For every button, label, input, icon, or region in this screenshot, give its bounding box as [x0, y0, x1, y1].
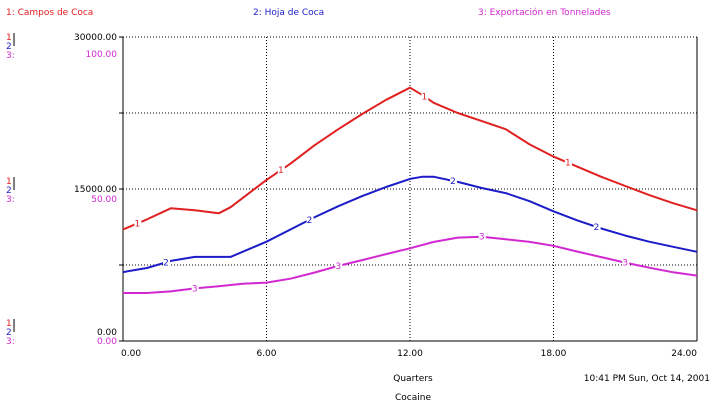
series-label-bg: [306, 214, 314, 224]
x-tick-label: 12.00: [397, 349, 423, 359]
x-tick-label: 6.00: [256, 349, 276, 359]
series-point-label-2: 2: [594, 223, 600, 233]
series-label-bg: [277, 165, 285, 175]
series-label-bg: [450, 175, 458, 185]
series-label-bg: [478, 231, 486, 241]
axis-marker-2-bottom: 2: [6, 328, 12, 338]
axis-marker-2-mid: 2: [6, 186, 12, 196]
series-label-bg: [191, 283, 199, 293]
series-point-label-1: 1: [278, 166, 284, 176]
legend-entry-hoja-de-coca: 2: Hoja de Coca: [253, 8, 324, 18]
grid: [119, 36, 697, 342]
scale1-mid: 15000.00: [74, 185, 117, 195]
legend-entry-campos-de-coca: 1: Campos de Coca: [6, 8, 93, 18]
axis-marker-2-top: 2: [6, 42, 12, 52]
series-point-label-2: 2: [450, 177, 456, 187]
plot-area: [119, 36, 698, 342]
x-tick-label: 0.00: [121, 349, 141, 359]
series-label-bg: [163, 257, 171, 267]
series-label-bg: [134, 218, 142, 228]
x-tick-label: 18.00: [541, 349, 567, 359]
x-tick-labels: 0.00 6.00 12.00 18.00 24.00: [121, 349, 697, 359]
model-name: Cocaine: [395, 393, 431, 403]
scale1-top: 30000.00: [74, 33, 117, 43]
series-layer: 1 1 1 1 2 2 2 2 3 3 3 3: [122, 86, 698, 294]
series-point-label-2: 2: [163, 258, 169, 268]
series-label-bg: [564, 157, 572, 167]
x-axis-label: Quarters: [393, 374, 433, 384]
x-tick-label: 24.00: [671, 349, 697, 359]
series-point-label-3: 3: [335, 262, 341, 272]
series-line-1: [122, 86, 698, 231]
series-point-label-3: 3: [622, 259, 628, 269]
axis-marker-3-mid: 3:: [6, 195, 15, 205]
axis-marker-3-top: 3:: [6, 51, 15, 61]
series-point-label-1: 1: [421, 92, 427, 102]
series-label-bg: [335, 260, 343, 270]
series-label-bg: [421, 91, 429, 101]
series-point-label-2: 2: [307, 216, 313, 226]
axis-marker-3-bottom: 3:: [6, 337, 15, 347]
series-label-bg: [622, 257, 630, 267]
scale3-bottom: 0.00: [97, 337, 117, 347]
legend-entry-exportacion: 3: Exportación en Tonnelades: [478, 7, 611, 18]
series-line-2: [122, 175, 698, 274]
series-point-label-1: 1: [565, 159, 571, 169]
series-point-label-3: 3: [192, 284, 198, 294]
scale3-top: 100.00: [86, 50, 118, 60]
timestamp: 10:41 PM Sun, Oct 14, 2001: [584, 374, 710, 384]
series-point-label-3: 3: [479, 233, 485, 243]
legend: 1: Campos de Coca 2: Hoja de Coca 3: Exp…: [6, 7, 611, 18]
axis-marker-1-top: 1: [6, 33, 12, 43]
axis-marker-1-bottom: 1: [6, 319, 12, 329]
series-point-label-1: 1: [134, 219, 140, 229]
left-scale: 30000.00 100.00 15000.00 50.00 0.00 0.00…: [6, 33, 117, 347]
series-line-3: [123, 235, 698, 294]
series-label-bg: [593, 221, 601, 231]
axis-marker-1-mid: 1: [6, 177, 12, 187]
scale1-bottom: 0.00: [97, 328, 117, 338]
scale3-mid: 50.00: [91, 195, 117, 205]
